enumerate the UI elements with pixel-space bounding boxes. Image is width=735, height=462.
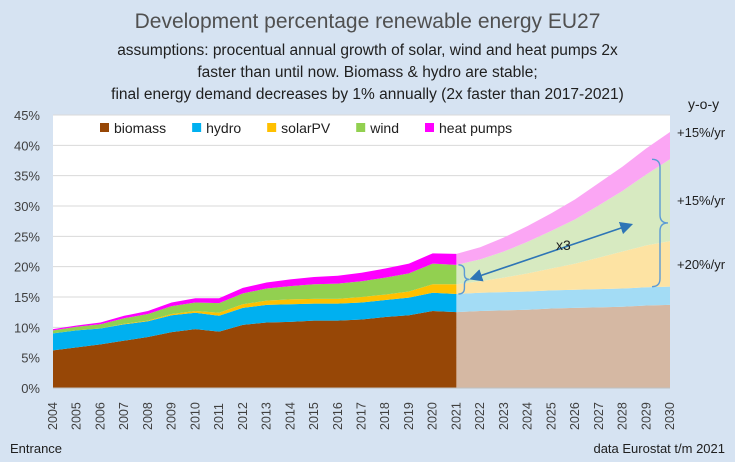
y-tick-label: 5% — [21, 351, 40, 366]
y-tick-label: 30% — [14, 199, 40, 214]
footer-source-left: Entrance — [10, 441, 63, 456]
area-biomass-projection — [456, 304, 670, 388]
x-tick-label: 2016 — [331, 402, 345, 430]
y-tick-label: 10% — [14, 320, 40, 335]
x-tick-label: 2009 — [165, 402, 179, 430]
x-tick-label: 2030 — [663, 402, 677, 430]
x-tick-label: 2017 — [355, 402, 369, 430]
x-tick-label: 2008 — [141, 402, 155, 430]
legend-label-heat-pumps: heat pumps — [439, 120, 512, 136]
x-tick-label: 2015 — [307, 402, 321, 430]
area-heat-pumps-historical — [53, 253, 457, 331]
legend-label-solarPV: solarPV — [281, 120, 331, 136]
legend-label-biomass: biomass — [114, 120, 166, 136]
legend-label-wind: wind — [369, 120, 399, 136]
x-tick-label: 2012 — [236, 402, 250, 430]
legend-swatch-wind — [356, 123, 366, 132]
y-tick-label: 0% — [21, 381, 40, 396]
x-tick-label: 2005 — [70, 402, 84, 430]
multiplier-arrow — [469, 222, 634, 282]
x-tick-label: 2022 — [473, 402, 487, 430]
y-tick-label: 45% — [14, 108, 40, 123]
x-tick-label: 2006 — [93, 402, 107, 430]
y-tick-label: 35% — [14, 169, 40, 184]
legend-label-hydro: hydro — [206, 120, 241, 136]
growth-label-wind: +15%/yr — [677, 193, 726, 208]
brace-2030 — [651, 158, 669, 288]
x-tick-label: 2011 — [212, 403, 226, 430]
yoy-label: y-o-y — [688, 96, 720, 112]
growth-label-solarPV: +20%/yr — [677, 257, 726, 272]
x-tick-label: 2025 — [544, 402, 558, 430]
x-tick-label: 2027 — [592, 402, 606, 430]
x-tick-label: 2007 — [117, 402, 131, 430]
legend-swatch-solarPV — [267, 123, 277, 132]
area-biomass-historical — [53, 310, 457, 388]
x-tick-label: 2014 — [283, 402, 297, 430]
x-tick-label: 2004 — [46, 402, 60, 430]
y-tick-label: 40% — [14, 138, 40, 153]
x-tick-label: 2024 — [521, 402, 535, 430]
legend-swatch-hydro — [192, 123, 202, 132]
x-tick-label: 2028 — [616, 402, 630, 430]
area-hydro-projection — [456, 286, 670, 313]
area-wind-historical — [53, 263, 457, 334]
growth-label-heat-pumps: +15%/yr — [677, 125, 726, 140]
x-tick-label: 2010 — [188, 402, 202, 430]
x-tick-label: 2021 — [449, 402, 463, 430]
chart-subtitle-line-3: final energy demand decreases by 1% annu… — [111, 86, 624, 103]
x-tick-label: 2029 — [639, 402, 653, 430]
legend-swatch-biomass — [100, 123, 109, 132]
y-tick-label: 25% — [14, 229, 40, 244]
footer-source-right: data Eurostat t/m 2021 — [593, 441, 725, 456]
x-tick-label: 2019 — [402, 402, 416, 430]
multiplier-label: x3 — [556, 237, 571, 253]
area-hydro-historical — [53, 292, 457, 351]
x-tick-label: 2023 — [497, 402, 511, 430]
chart-subtitle-line-2: faster than until now. Biomass & hydro a… — [197, 64, 538, 81]
y-tick-label: 15% — [14, 290, 40, 305]
chart-subtitle-line-1: assumptions: procentual annual growth of… — [117, 42, 618, 59]
chart-title: Development percentage renewable energy … — [134, 10, 601, 33]
x-tick-label: 2020 — [426, 402, 440, 430]
x-tick-label: 2026 — [568, 402, 582, 430]
legend-swatch-heat-pumps — [425, 123, 434, 132]
y-tick-label: 20% — [14, 260, 40, 275]
x-tick-label: 2013 — [260, 402, 274, 430]
x-tick-label: 2018 — [378, 402, 392, 430]
